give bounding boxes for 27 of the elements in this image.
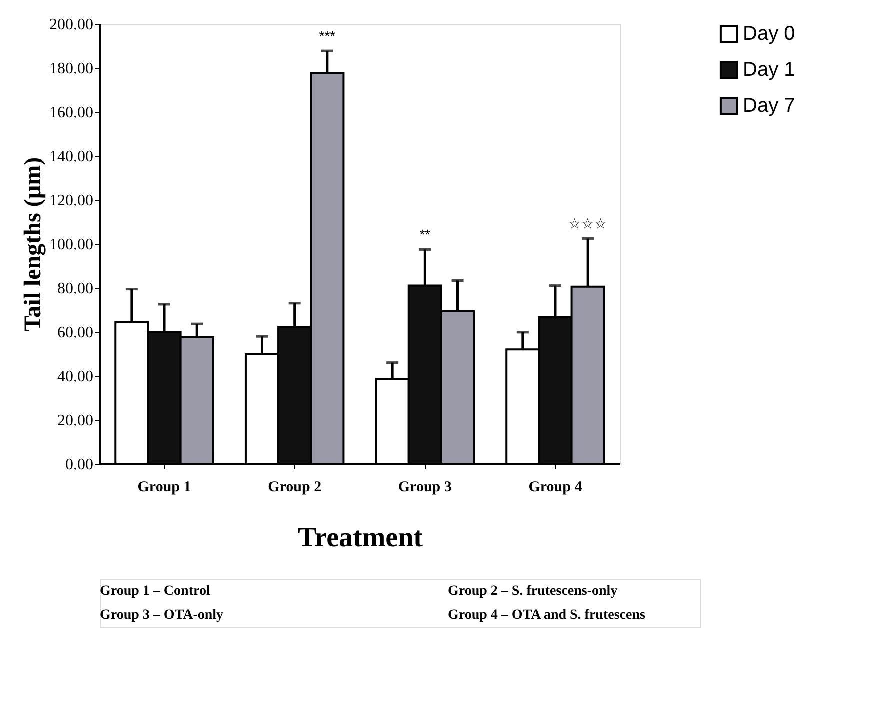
y-tick-label: 100.00 — [50, 236, 94, 254]
text: Group 3 – OTA-only — [100, 608, 224, 623]
x-axis-title: Treatment — [298, 522, 424, 554]
legend-label: Day 1 — [743, 59, 796, 81]
text: Group 4 – OTA and S. frutescens — [448, 608, 646, 623]
y-tick-label: 60.00 — [58, 324, 94, 342]
y-tick-label: 40.00 — [58, 368, 94, 386]
y-tick-label: 0.00 — [66, 456, 94, 474]
y-tick-label: 200.00 — [50, 16, 94, 34]
legend-label: Day 7 — [743, 95, 796, 117]
x-tick-label: Group 1 — [138, 480, 192, 496]
x-tick-label: Group 2 — [268, 480, 322, 496]
y-tick-label: 20.00 — [58, 412, 94, 430]
y-axis-title: Tail lengths (µm) — [20, 157, 46, 332]
y-tick-label: 140.00 — [50, 148, 94, 166]
text: Group 1 – Control — [100, 584, 210, 599]
legend-label: Day 0 — [743, 23, 796, 45]
annotation: ☆☆☆ — [568, 216, 608, 232]
y-tick-label: 120.00 — [50, 192, 94, 210]
y-tick-label: 180.00 — [50, 60, 94, 78]
x-tick-label: Group 3 — [398, 480, 452, 496]
y-tick-label: 160.00 — [50, 104, 94, 122]
annotation: ** — [420, 226, 432, 243]
text: Group 2 – S. frutescens-only — [448, 584, 618, 599]
y-tick-label: 80.00 — [58, 280, 94, 298]
annotation: *** — [319, 28, 336, 44]
x-tick-label: Group 4 — [528, 480, 583, 496]
